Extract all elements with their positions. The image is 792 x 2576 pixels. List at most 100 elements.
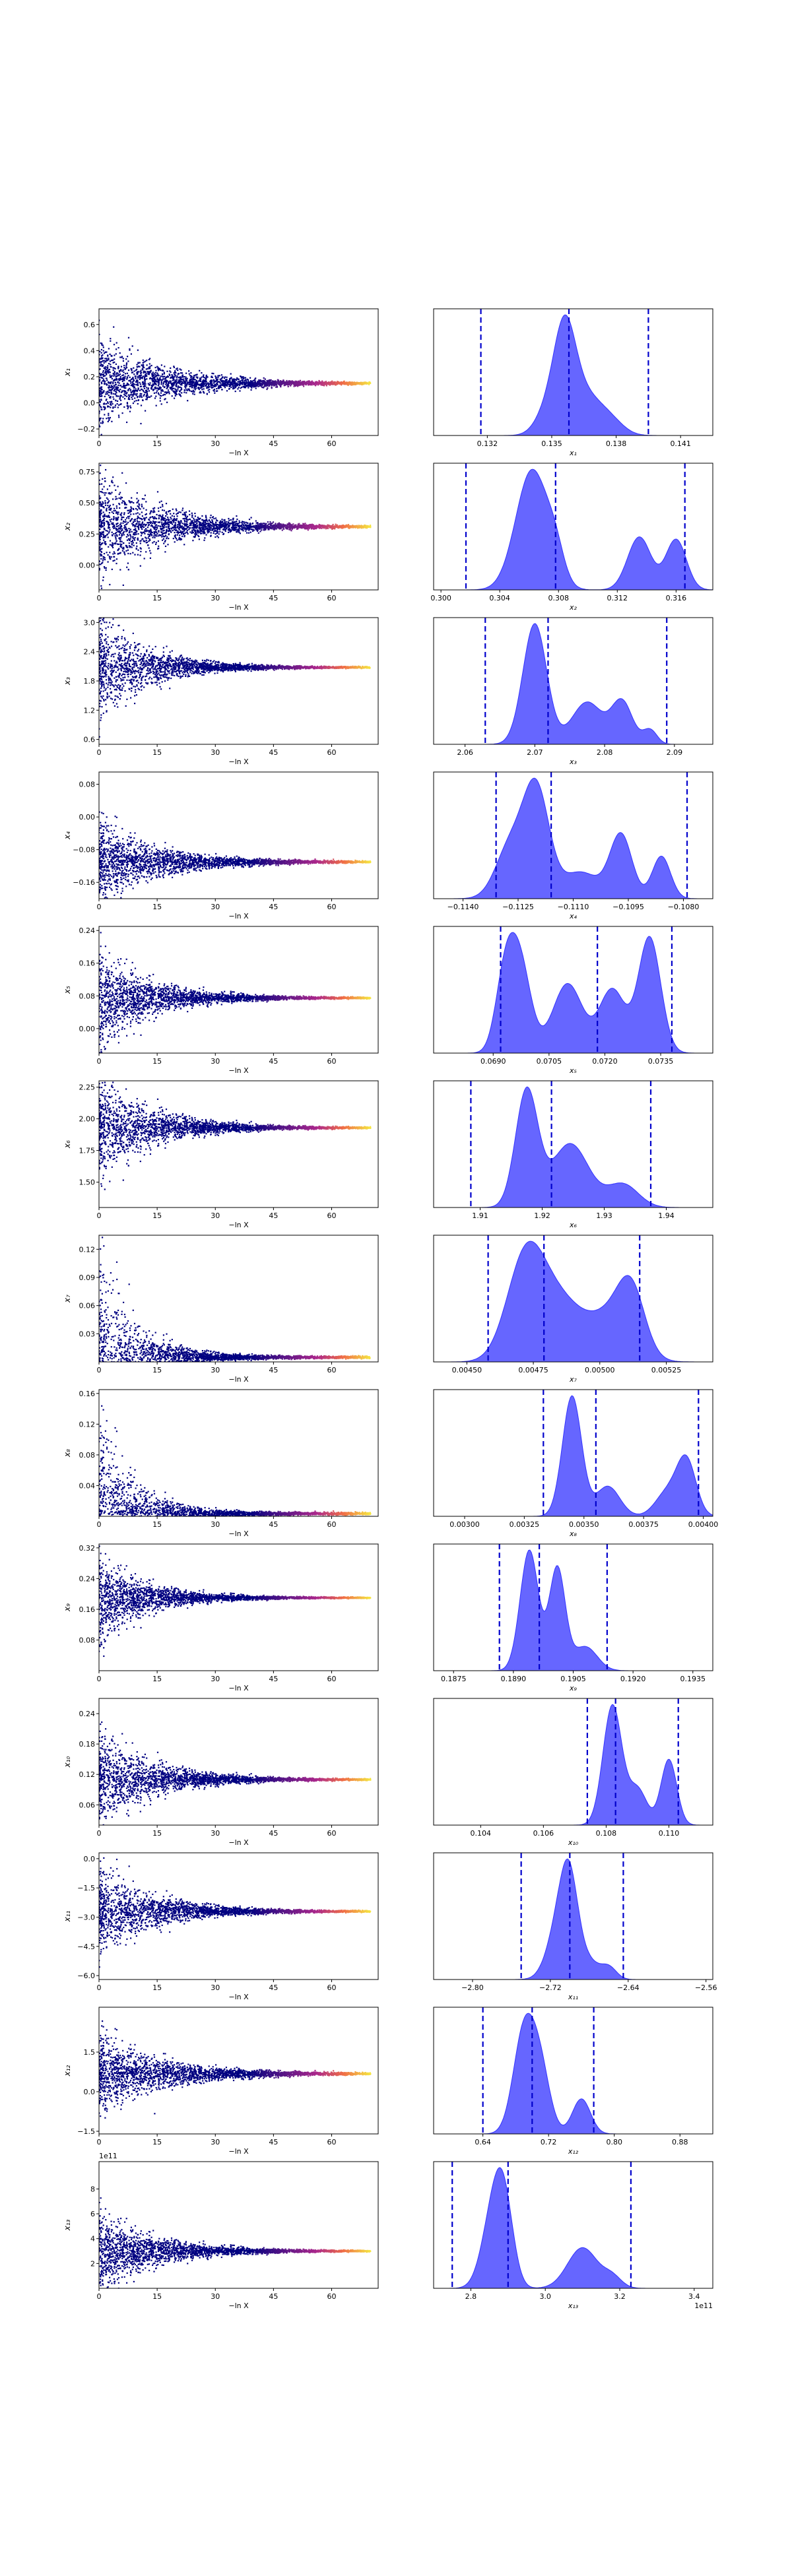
trace-point	[240, 525, 242, 527]
trace-ytick-label: 0.2	[84, 373, 96, 381]
trace-point	[112, 378, 113, 379]
trace-point	[117, 368, 119, 369]
trace-point	[154, 523, 156, 525]
trace-point	[149, 368, 150, 369]
trace-point	[291, 525, 292, 527]
trace-point	[263, 377, 265, 379]
trace-point	[173, 538, 174, 539]
trace-point	[176, 386, 177, 387]
trace-point	[102, 488, 103, 490]
trace-point	[195, 530, 196, 531]
trace-point	[133, 373, 135, 375]
trace-point	[126, 567, 127, 568]
trace-point	[112, 410, 114, 412]
trace-point	[275, 387, 277, 388]
trace-point	[100, 399, 102, 400]
trace-point	[137, 397, 138, 398]
trace-point	[150, 525, 152, 527]
trace-point	[101, 588, 102, 589]
trace-point	[121, 370, 123, 371]
trace-point	[162, 389, 163, 391]
trace-point	[199, 370, 200, 371]
trace-point	[100, 546, 101, 548]
trace-point	[123, 521, 124, 522]
trace-point	[282, 382, 284, 383]
trace-point	[229, 380, 230, 381]
trace-point	[187, 390, 188, 391]
trace-point	[229, 385, 230, 387]
trace-point	[183, 392, 185, 393]
trace-point	[150, 371, 151, 373]
trace-point	[181, 527, 182, 528]
trace-point	[128, 389, 129, 390]
trace-point	[155, 529, 156, 531]
trace-point	[129, 540, 130, 541]
trace-point	[117, 550, 119, 551]
trace-point	[251, 389, 252, 391]
trace-point	[100, 472, 101, 474]
trace-point	[193, 536, 195, 537]
trace-point	[138, 499, 139, 501]
trace-point	[182, 527, 183, 528]
trace-point	[152, 542, 153, 544]
trace-point	[222, 389, 223, 390]
trace-point	[135, 377, 137, 379]
trace-point	[110, 390, 111, 391]
trace-point	[122, 381, 123, 382]
trace-point	[259, 531, 261, 532]
trace-point	[144, 377, 145, 379]
trace-point	[137, 377, 139, 379]
trace-point	[124, 398, 125, 399]
trace-point	[131, 397, 132, 398]
trace-point	[250, 532, 251, 533]
trace-point	[296, 385, 298, 386]
trace-point	[110, 376, 111, 377]
trace-point	[164, 551, 166, 552]
trace-point	[145, 410, 146, 412]
trace-point	[171, 528, 172, 529]
trace-point	[110, 401, 111, 402]
trace-point	[213, 373, 214, 374]
trace-point	[199, 392, 201, 393]
trace-point	[113, 516, 114, 517]
trace-point	[156, 392, 157, 393]
trace-point	[168, 383, 169, 385]
trace-point	[106, 378, 108, 379]
trace-point	[256, 523, 257, 524]
trace-point	[137, 554, 139, 556]
trace-point	[193, 523, 195, 525]
trace-point	[147, 364, 148, 366]
trace-point	[146, 509, 147, 511]
trace-point	[156, 377, 158, 379]
trace-point	[218, 385, 219, 387]
trace-point	[328, 381, 329, 383]
trace-point	[137, 350, 139, 351]
trace-point	[137, 390, 138, 391]
trace-point	[207, 387, 208, 388]
trace-point	[265, 384, 267, 385]
trace-point	[112, 546, 113, 547]
trace-point	[364, 526, 365, 527]
trace-point	[219, 381, 220, 383]
trace-point	[133, 524, 134, 525]
trace-point	[150, 395, 152, 397]
trace-point	[194, 394, 195, 395]
trace-point	[114, 362, 115, 363]
trace-point	[254, 380, 255, 381]
trace-point	[120, 514, 121, 515]
trace-point	[200, 527, 201, 529]
trace-point	[144, 388, 145, 389]
trace-point	[139, 390, 141, 391]
trace-point	[99, 529, 100, 530]
trace-point	[226, 384, 228, 385]
trace-point	[145, 528, 147, 529]
trace-point	[133, 522, 134, 523]
trace-point	[159, 515, 160, 516]
trace-point	[134, 534, 135, 535]
trace-point	[201, 386, 203, 387]
trace-point	[114, 358, 115, 360]
trace-point	[127, 408, 129, 409]
trace-point	[174, 525, 175, 527]
trace-point	[125, 550, 127, 552]
trace-point	[160, 507, 161, 508]
